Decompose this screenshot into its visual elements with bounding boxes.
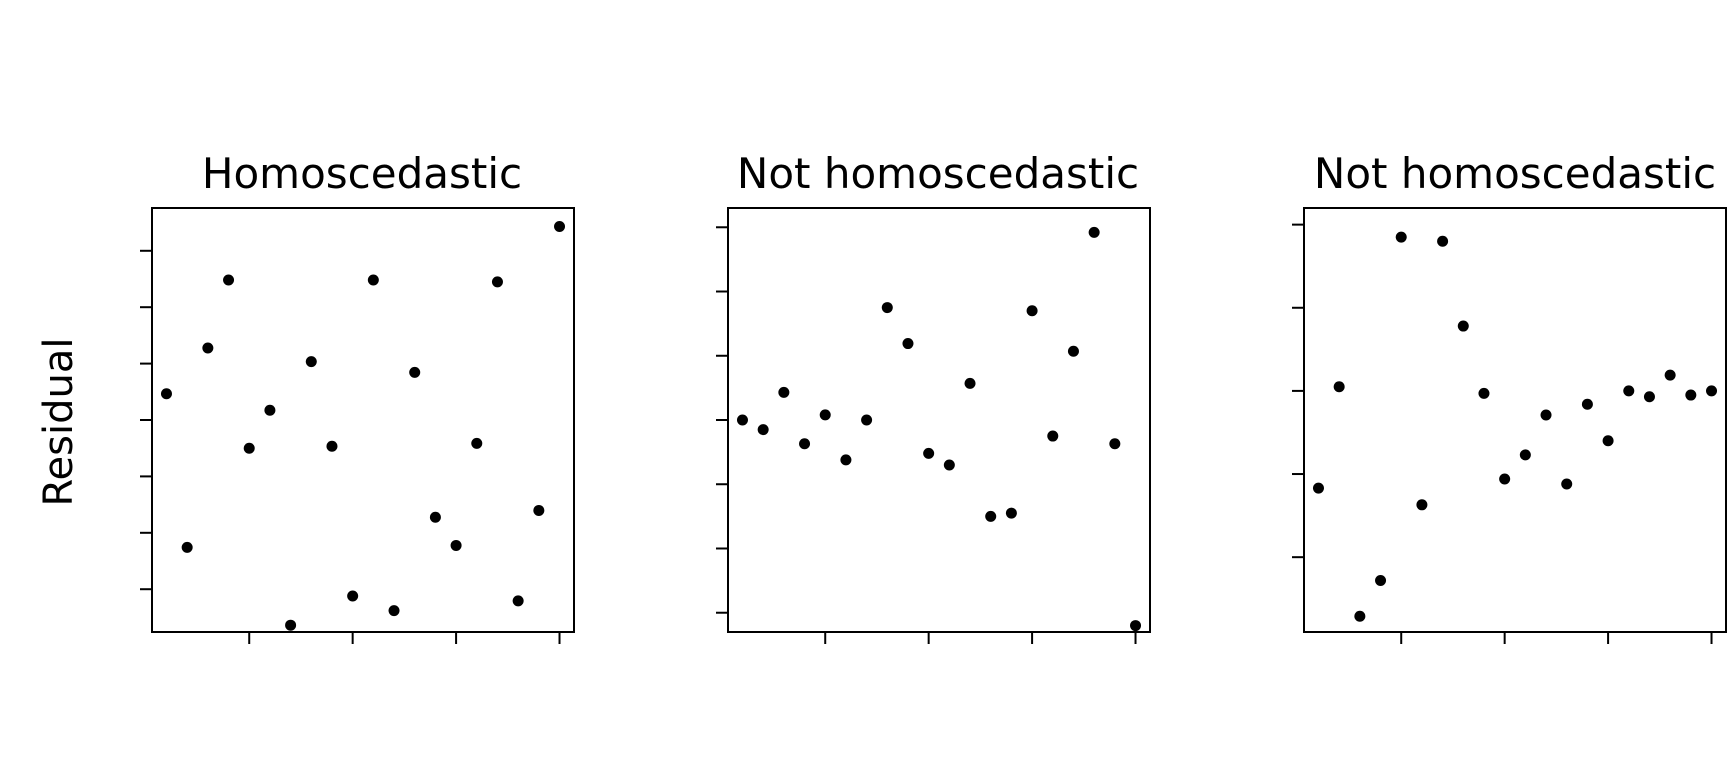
data-point — [1088, 226, 1100, 238]
data-point — [1540, 409, 1552, 421]
panel-title: Not homoscedastic — [737, 149, 1139, 198]
data-point — [964, 377, 976, 389]
data-point — [1581, 398, 1593, 410]
data-point — [471, 437, 483, 449]
data-point — [533, 504, 545, 516]
data-point — [819, 409, 831, 421]
data-point — [1623, 385, 1635, 397]
panel-title: Not homoscedastic — [1314, 149, 1716, 198]
data-point — [1109, 438, 1121, 450]
panel-homoscedastic: Homoscedastic — [140, 149, 575, 644]
data-points — [160, 220, 566, 631]
data-points — [736, 226, 1142, 632]
data-point — [429, 511, 441, 523]
data-point — [1395, 231, 1407, 243]
data-point — [1561, 478, 1573, 490]
data-point — [1312, 482, 1324, 494]
data-point — [1602, 435, 1614, 447]
data-point — [1354, 610, 1366, 622]
y-ticks — [716, 226, 728, 614]
data-point — [1478, 387, 1490, 399]
data-point — [1706, 385, 1718, 397]
data-point — [1437, 235, 1449, 247]
plot-frame — [151, 207, 575, 633]
y-ticks — [140, 249, 152, 591]
data-point — [326, 440, 338, 452]
data-point — [367, 274, 379, 286]
data-point — [347, 590, 359, 602]
data-point — [1499, 473, 1511, 485]
data-point — [1375, 574, 1387, 586]
data-point — [1333, 381, 1345, 393]
data-point — [902, 338, 914, 350]
data-point — [943, 459, 955, 471]
panel-title: Homoscedastic — [202, 149, 522, 198]
data-point — [1005, 507, 1017, 519]
data-point — [512, 595, 524, 607]
plot-frame — [727, 207, 1151, 633]
x-ticks — [824, 632, 1137, 644]
data-point — [223, 274, 235, 286]
data-points — [1312, 231, 1718, 622]
data-point — [799, 438, 811, 450]
data-point — [160, 388, 172, 400]
x-ticks — [248, 632, 561, 644]
data-point — [1026, 305, 1038, 317]
data-point — [736, 414, 748, 426]
data-point — [923, 447, 935, 459]
y-ticks — [1292, 223, 1304, 559]
data-point — [1047, 430, 1059, 442]
data-point — [1643, 391, 1655, 403]
data-point — [1664, 369, 1676, 381]
data-point — [757, 424, 769, 436]
data-point — [554, 220, 566, 232]
data-point — [491, 276, 503, 288]
data-point — [1130, 620, 1142, 632]
data-point — [1519, 449, 1531, 461]
data-point — [243, 442, 255, 454]
data-point — [409, 366, 421, 378]
data-point — [881, 302, 893, 314]
data-point — [181, 541, 193, 553]
panel-not-homoscedastic-2: Not homoscedastic — [1292, 149, 1727, 644]
panel-not-homoscedastic-1: Not homoscedastic — [716, 149, 1151, 644]
data-point — [1685, 389, 1697, 401]
data-point — [778, 386, 790, 398]
plot-frame — [1303, 207, 1727, 633]
x-ticks — [1400, 632, 1713, 644]
data-point — [305, 356, 317, 368]
data-point — [285, 619, 297, 631]
data-point — [264, 404, 276, 416]
data-point — [985, 510, 997, 522]
data-point — [388, 605, 400, 617]
data-point — [840, 454, 852, 466]
data-point — [202, 342, 214, 354]
data-point — [450, 539, 462, 551]
y-axis-label: Residual — [36, 338, 82, 507]
data-point — [861, 414, 873, 426]
data-point — [1457, 320, 1469, 332]
data-point — [1067, 345, 1079, 357]
data-point — [1416, 499, 1428, 511]
